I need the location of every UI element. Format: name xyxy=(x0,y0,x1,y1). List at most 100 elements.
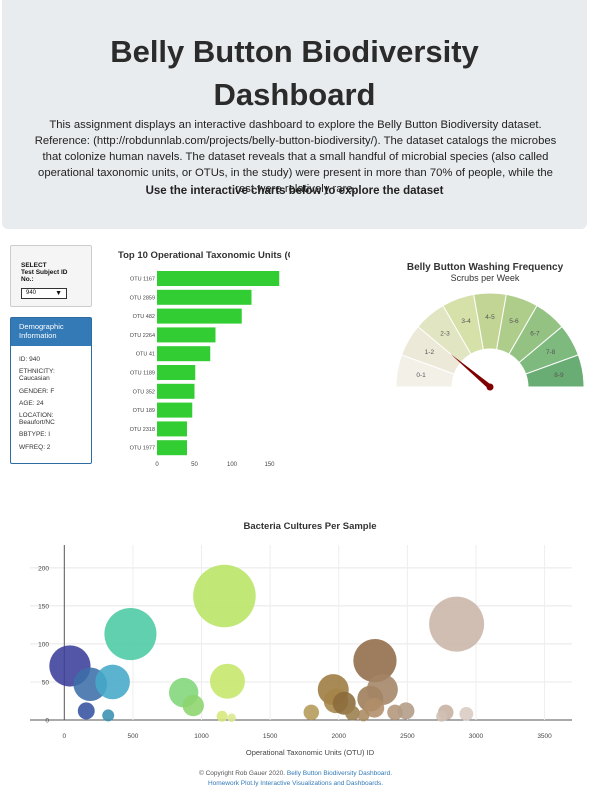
bubble-point xyxy=(193,564,256,628)
x-tick-label: 150 xyxy=(264,462,275,468)
otu-bar xyxy=(157,365,196,380)
gauge-subtitle: Scrubs per Week xyxy=(450,273,520,283)
bubble-point xyxy=(303,704,320,721)
x-tick-label: 1500 xyxy=(263,733,278,740)
demo-ethnicity-label: ETHNICITY: xyxy=(19,368,55,376)
gauge-segment-label: 3-4 xyxy=(461,318,471,325)
bubble-point xyxy=(459,706,474,721)
gauge-segment-label: 6-7 xyxy=(530,330,540,337)
bubble-point xyxy=(104,607,157,661)
top10-otu-bar-chart[interactable]: Top 10 Operational Taxonomic Units (OTU)… xyxy=(110,243,290,475)
footer-link-homework[interactable]: Homework Plot.ly Interactive Visualizati… xyxy=(207,780,384,787)
call-to-action: Use the interactive charts below to expl… xyxy=(145,185,444,197)
demo-bbtype: BBTYPE: I xyxy=(19,431,51,439)
bubble-point xyxy=(429,596,485,652)
otu-bar xyxy=(157,346,211,362)
gauge-needle xyxy=(450,353,492,389)
gauge-segment-label: 7-8 xyxy=(546,349,556,356)
page-title: Belly Button Biodiversity Dashboard xyxy=(2,30,587,116)
selector-label-line-1: SELECT xyxy=(21,262,47,269)
demo-wfreq: WFREQ: 2 xyxy=(19,443,51,451)
otu-bar xyxy=(157,327,216,343)
gauge-segment-label: 1-2 xyxy=(425,349,435,356)
x-tick-label: 0 xyxy=(155,462,159,468)
x-tick-label: 2500 xyxy=(400,733,415,740)
otu-tick-label: OTU 1977 xyxy=(130,446,155,452)
demo-ethnicity-value: Caucasian xyxy=(19,375,50,383)
bubble-point xyxy=(397,702,415,720)
demographic-heading-line-2: Information xyxy=(19,330,57,340)
subject-selector-card: SELECT Test Subject ID No.: 940 ▼ xyxy=(10,245,92,307)
otu-tick-label: OTU 2318 xyxy=(130,427,155,433)
otu-tick-label: OTU 1189 xyxy=(130,371,155,377)
bubble-point xyxy=(364,698,385,718)
x-tick-label: 2000 xyxy=(331,733,346,740)
x-tick-label: 1000 xyxy=(194,733,209,740)
bubble-point xyxy=(436,710,448,722)
otu-bar xyxy=(157,308,242,324)
y-tick-label: 50 xyxy=(42,679,50,686)
footer: © Copyright Rob Gauer 2020. Belly Button… xyxy=(0,769,591,789)
y-tick-label: 100 xyxy=(38,641,49,648)
x-tick-label: 50 xyxy=(191,462,198,468)
footer-line-2: Homework Plot.ly Interactive Visualizati… xyxy=(0,779,591,789)
footer-copyright: © Copyright Rob Gauer 2020. xyxy=(198,770,286,777)
bubble-x-axis-label: Operational Taxonomic Units (OTU) ID xyxy=(246,748,375,757)
otu-tick-label: OTU 2859 xyxy=(130,295,155,301)
bacteria-bubble-chart[interactable]: Bacteria Cultures Per Sample 0 50 100 150 20… xyxy=(0,510,591,760)
gauge-segment-label: 2-3 xyxy=(440,330,450,337)
bubble-point xyxy=(357,709,370,722)
otu-tick-label: OTU 2264 xyxy=(130,333,155,339)
demo-ethnicity: ETHNICITY: Caucasian xyxy=(19,368,89,382)
bar-chart-title: Top 10 Operational Taxonomic Units (OTU) xyxy=(118,250,290,261)
x-tick-label: 0 xyxy=(62,733,66,740)
demo-location-value: Beaufort/NC xyxy=(19,419,55,427)
bubble-point xyxy=(366,674,398,706)
otu-tick-label: OTU 352 xyxy=(133,389,155,395)
otu-bar xyxy=(157,421,187,437)
demographic-panel-heading: Demographic Information xyxy=(11,318,91,346)
x-tick-label: 3500 xyxy=(537,733,552,740)
bubble-point xyxy=(182,694,204,717)
demographic-panel: Demographic Information ID: 940 ETHNICIT… xyxy=(10,317,92,464)
page-description: This assignment displays an interactive … xyxy=(34,119,557,195)
bubble-point xyxy=(353,639,397,683)
chevron-down-icon: ▼ xyxy=(55,290,62,297)
footer-link-dashboard[interactable]: Belly Button Biodiversity Dashboard. xyxy=(286,770,393,777)
gauge-segment-label: 5-6 xyxy=(509,318,519,325)
otu-tick-label: OTU 482 xyxy=(133,314,155,320)
demo-id: ID: 940 xyxy=(19,356,40,363)
otu-bar xyxy=(157,440,187,456)
washing-frequency-gauge[interactable]: 0-1 1-2 2-3 3-4 4-5 5-6 6-7 7-8 8-9 xyxy=(395,288,585,393)
subject-id-select[interactable]: 940 ▼ xyxy=(21,288,67,299)
y-tick-label: 150 xyxy=(38,603,49,610)
selector-label: SELECT Test Subject ID No.: xyxy=(21,262,87,283)
y-tick-label: 0 xyxy=(45,718,49,725)
selector-label-line-2: Test Subject ID xyxy=(21,269,68,276)
bubble-chart-title: Bacteria Cultures Per Sample xyxy=(243,521,376,532)
otu-tick-label: OTU 189 xyxy=(133,408,155,414)
bubble-point xyxy=(345,705,360,721)
y-tick-label: 200 xyxy=(38,565,49,572)
otu-tick-label: OTU 1167 xyxy=(130,277,155,283)
bubble-point xyxy=(216,710,228,722)
selector-label-line-3: No.: xyxy=(21,276,34,283)
otu-bar xyxy=(157,383,195,399)
otu-bar xyxy=(157,402,193,418)
demographic-heading-line-1: Demographic xyxy=(19,322,64,331)
otu-bar xyxy=(157,271,280,286)
demographic-panel-body: ID: 940 ETHNICITY: Caucasian GENDER: F A… xyxy=(19,356,89,456)
x-tick-label: 3000 xyxy=(469,733,484,740)
demo-location: LOCATION: Beaufort/NC xyxy=(19,412,89,426)
gauge-segment xyxy=(525,354,585,388)
bubble-point xyxy=(102,709,115,722)
demo-gender: GENDER: F xyxy=(19,387,55,395)
gauge-title: Belly Button Washing Frequency xyxy=(406,262,564,273)
header-jumbotron: Belly Button Biodiversity Dashboard This… xyxy=(2,0,587,229)
bubble-point xyxy=(77,702,95,720)
demo-location-label: LOCATION: xyxy=(19,412,54,420)
bubble-point xyxy=(95,664,130,700)
demo-age: AGE: 24 xyxy=(19,399,44,407)
otu-bar xyxy=(157,289,252,305)
bubble-point xyxy=(209,663,245,699)
